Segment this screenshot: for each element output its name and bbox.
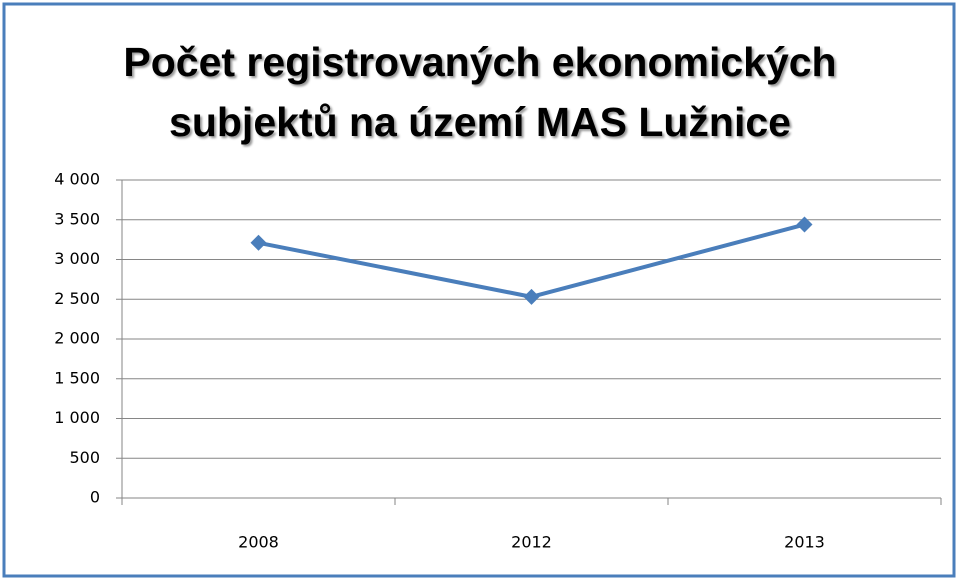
y-tick-label: 0 (90, 488, 100, 507)
y-tick-label: 4 000 (54, 170, 100, 189)
y-tick-label: 2 500 (54, 289, 100, 308)
marker (250, 234, 267, 251)
marker (796, 216, 813, 233)
chart-title: subjektů na území MAS Lužnice (169, 99, 791, 145)
x-tick-label: 2013 (784, 533, 825, 552)
marker (523, 288, 540, 305)
y-tick-label: 3 500 (54, 209, 100, 228)
x-tick-label: 2012 (511, 533, 552, 552)
x-tick-label: 2008 (238, 533, 279, 552)
y-tick-label: 1 000 (54, 408, 100, 427)
chart-title: Počet registrovaných ekonomických (123, 39, 836, 85)
y-tick-label: 3 000 (54, 249, 100, 268)
y-tick-label: 1 500 (54, 368, 100, 387)
y-tick-label: 500 (69, 448, 100, 467)
y-tick-label: 2 000 (54, 329, 100, 348)
